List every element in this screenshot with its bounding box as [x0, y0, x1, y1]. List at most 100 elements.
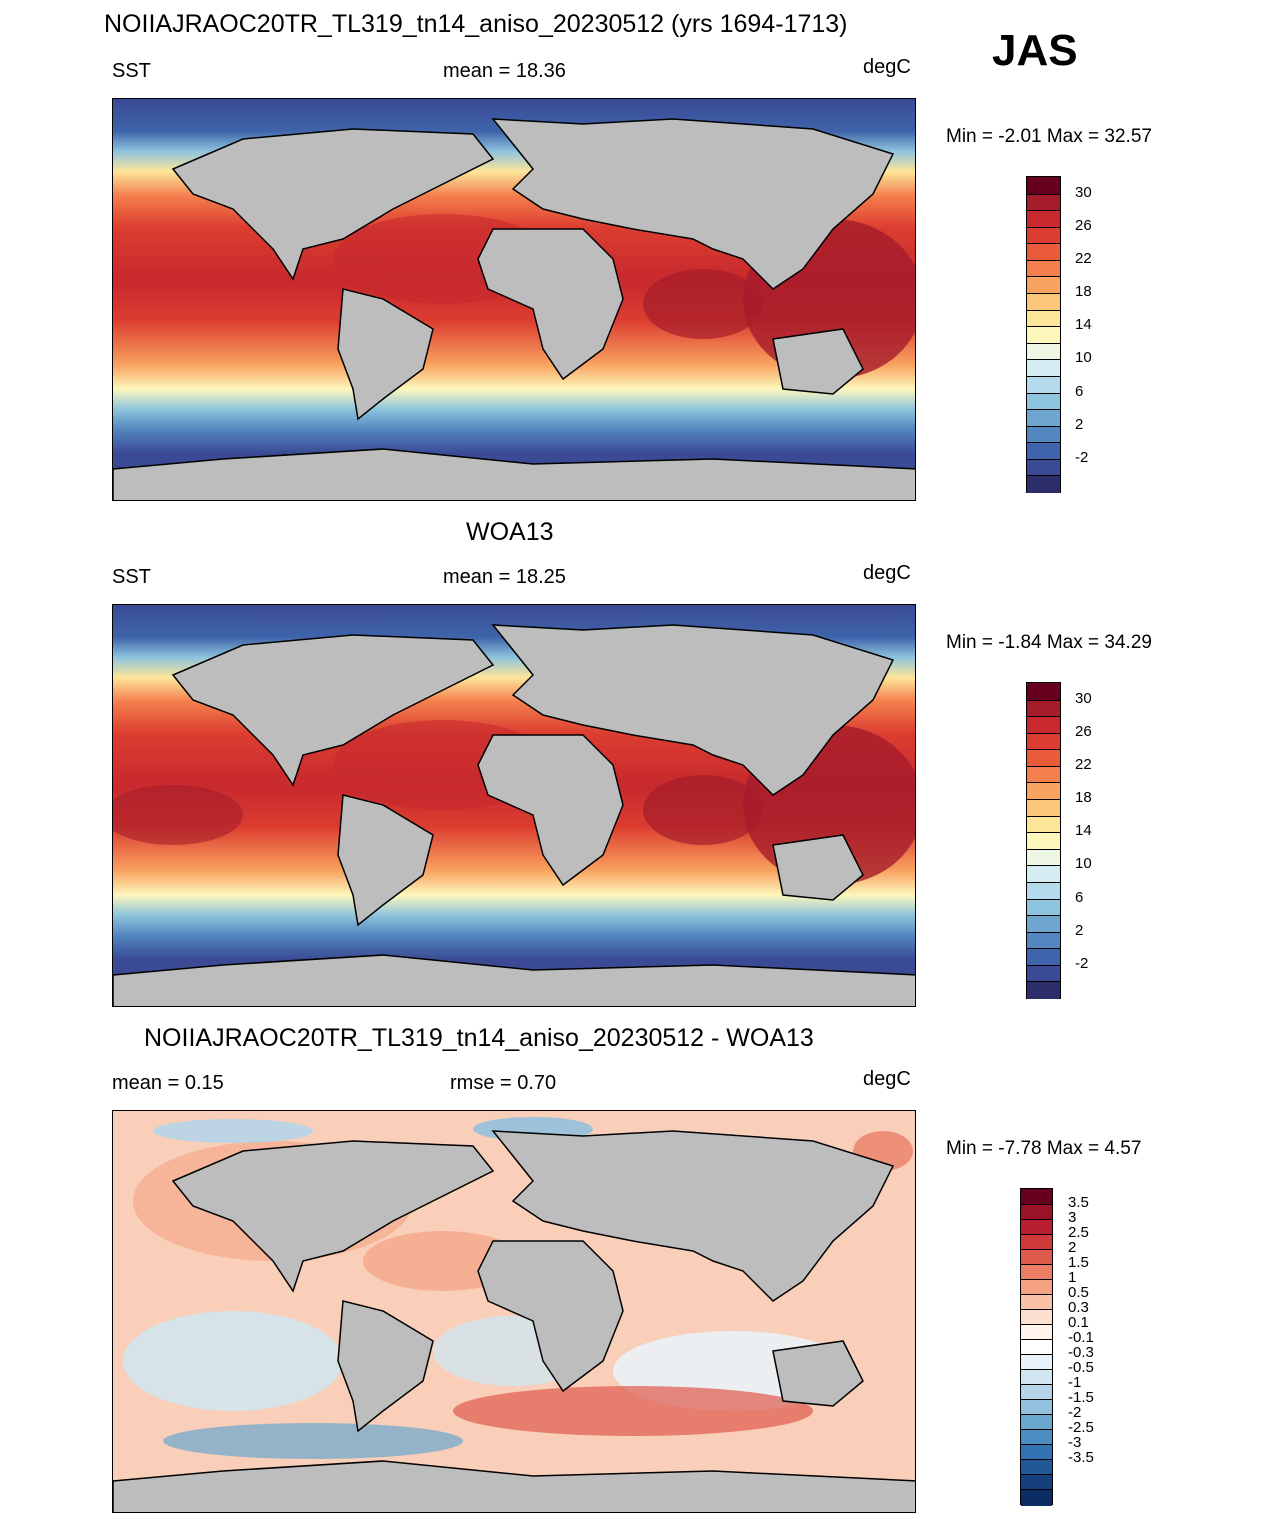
panel3-colorbar	[1020, 1188, 1053, 1506]
colorbar-swatch	[1027, 293, 1060, 312]
colorbar-swatch	[1027, 716, 1060, 735]
colorbar-tick-label: -1	[1068, 1374, 1082, 1391]
colorbar-tick-label: 2	[1068, 1239, 1077, 1256]
colorbar-swatch	[1021, 1384, 1052, 1401]
panel3-units: degC	[863, 1068, 911, 1090]
panel1-mean: mean = 18.36	[443, 60, 566, 82]
panel1-minmax: Min = -2.01 Max = 32.57	[946, 126, 1152, 147]
colorbar-swatch	[1027, 765, 1060, 784]
colorbar-swatch	[1027, 981, 1060, 1000]
colorbar-swatch	[1021, 1234, 1052, 1251]
colorbar-tick-label: 26	[1075, 722, 1092, 740]
colorbar-tick-label: 18	[1075, 789, 1092, 807]
colorbar-swatch	[1027, 326, 1060, 345]
colorbar-tick-label: -0.1	[1068, 1329, 1094, 1346]
colorbar-tick-label: 6	[1075, 888, 1084, 906]
colorbar-swatch	[1021, 1309, 1052, 1326]
colorbar-tick-label: -3	[1068, 1434, 1082, 1451]
colorbar-tick-label: -2	[1075, 448, 1089, 466]
colorbar-swatch	[1027, 475, 1060, 494]
land	[113, 624, 915, 1006]
colorbar-swatch	[1027, 342, 1060, 361]
colorbar-tick-label: 3.5	[1068, 1194, 1089, 1211]
colorbar-tick-label: 1.5	[1068, 1254, 1089, 1271]
colorbar-tick-label: -3.5	[1068, 1449, 1094, 1466]
panel2-colorbar	[1026, 682, 1061, 1000]
colorbar-swatch	[1027, 276, 1060, 295]
panel3-rmse: rmse = 0.70	[450, 1072, 557, 1094]
colorbar-swatch	[1027, 392, 1060, 411]
colorbar-swatch	[1027, 259, 1060, 278]
colorbar-swatch	[1027, 865, 1060, 884]
season-label: JAS	[992, 26, 1078, 75]
colorbar-swatch	[1021, 1369, 1052, 1386]
colorbar-swatch	[1021, 1354, 1052, 1371]
colorbar-tick-label: 6	[1075, 382, 1084, 400]
indian-warm	[643, 269, 763, 339]
indian-warm	[643, 775, 763, 845]
colorbar-tick-label: 22	[1075, 755, 1092, 773]
east-pacific-warm	[113, 785, 243, 845]
colorbar-tick-label: 2.5	[1068, 1224, 1089, 1241]
colorbar-swatch	[1027, 915, 1060, 934]
colorbar-tick-label: 10	[1075, 855, 1092, 873]
colorbar-tick-label: 30	[1075, 689, 1092, 707]
colorbar-swatch	[1021, 1249, 1052, 1266]
colorbar-swatch	[1021, 1474, 1052, 1491]
colorbar-swatch	[1027, 226, 1060, 245]
colorbar-swatch	[1027, 177, 1060, 195]
colorbar-tick-label: 14	[1075, 316, 1092, 334]
colorbar-swatch	[1021, 1204, 1052, 1221]
panel1-title: NOIIAJRAOC20TR_TL319_tn14_aniso_20230512…	[104, 10, 848, 38]
colorbar-tick-label: 2	[1075, 921, 1084, 939]
panel2-mean: mean = 18.25	[443, 566, 566, 588]
colorbar-swatch	[1027, 732, 1060, 751]
colorbar-tick-label: -2	[1075, 954, 1089, 972]
panel1-colorbar	[1026, 176, 1061, 494]
colorbar-swatch	[1021, 1219, 1052, 1236]
colorbar-swatch	[1021, 1489, 1052, 1506]
panel2-units: degC	[863, 562, 911, 584]
colorbar-swatch	[1027, 409, 1060, 428]
colorbar-swatch	[1027, 749, 1060, 768]
colorbar-swatch	[1027, 458, 1060, 477]
panel3-mean: mean = 0.15	[112, 1072, 224, 1094]
colorbar-swatch	[1027, 832, 1060, 851]
land	[113, 118, 915, 500]
colorbar-tick-label: 3	[1068, 1209, 1077, 1226]
colorbar-swatch	[1027, 699, 1060, 718]
colorbar-tick-label: -0.3	[1068, 1344, 1094, 1361]
colorbar-swatch	[1021, 1444, 1052, 1461]
colorbar-tick-label: 10	[1075, 349, 1092, 367]
colorbar-swatch	[1021, 1279, 1052, 1296]
colorbar-tick-label: 14	[1075, 822, 1092, 840]
colorbar-swatch	[1021, 1189, 1052, 1205]
colorbar-swatch	[1021, 1429, 1052, 1446]
colorbar-swatch	[1027, 881, 1060, 901]
colorbar-swatch	[1021, 1399, 1052, 1416]
colorbar-swatch	[1021, 1459, 1052, 1476]
panel2-minmax: Min = -1.84 Max = 34.29	[946, 632, 1152, 653]
colorbar-swatch	[1021, 1324, 1052, 1341]
land	[113, 1130, 915, 1512]
colorbar-tick-label: 18	[1075, 283, 1092, 301]
colorbar-swatch	[1027, 782, 1060, 801]
colorbar-swatch	[1027, 359, 1060, 378]
colorbar-swatch	[1027, 243, 1060, 262]
colorbar-tick-label: 22	[1075, 249, 1092, 267]
colorbar-tick-label: -2.5	[1068, 1419, 1094, 1436]
panel3-map	[112, 1110, 916, 1513]
colorbar-swatch	[1027, 442, 1060, 461]
colorbar-swatch	[1027, 799, 1060, 818]
colorbar-tick-label: 2	[1075, 415, 1084, 433]
colorbar-swatch	[1021, 1414, 1052, 1431]
colorbar-tick-label: -2	[1068, 1404, 1082, 1421]
colorbar-tick-label: 26	[1075, 216, 1092, 234]
colorbar-swatch	[1027, 848, 1060, 867]
colorbar-tick-label: -1.5	[1068, 1389, 1094, 1406]
panel3-minmax: Min = -7.78 Max = 4.57	[946, 1138, 1142, 1159]
panel1-map-svg	[113, 99, 915, 500]
panel3-title: NOIIAJRAOC20TR_TL319_tn14_aniso_20230512…	[144, 1024, 814, 1052]
panel2-map-svg	[113, 605, 915, 1006]
colorbar-tick-label: -0.5	[1068, 1359, 1094, 1376]
